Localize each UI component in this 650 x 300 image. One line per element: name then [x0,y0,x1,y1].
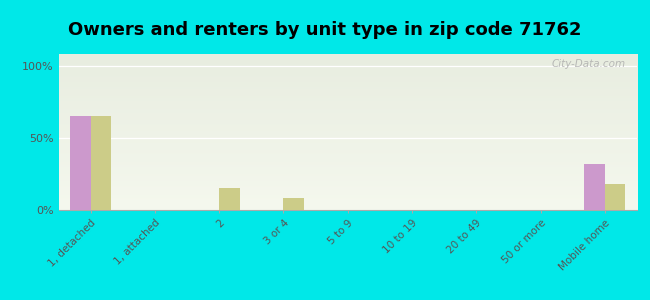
Bar [219,188,240,210]
Text: Owners and renters by unit type in zip code 71762: Owners and renters by unit type in zip c… [68,21,582,39]
Text: City-Data.com: City-Data.com [551,59,625,69]
Bar [70,116,90,210]
Bar [90,116,111,210]
Bar [584,164,605,210]
Bar [283,198,304,210]
Bar [605,184,625,210]
